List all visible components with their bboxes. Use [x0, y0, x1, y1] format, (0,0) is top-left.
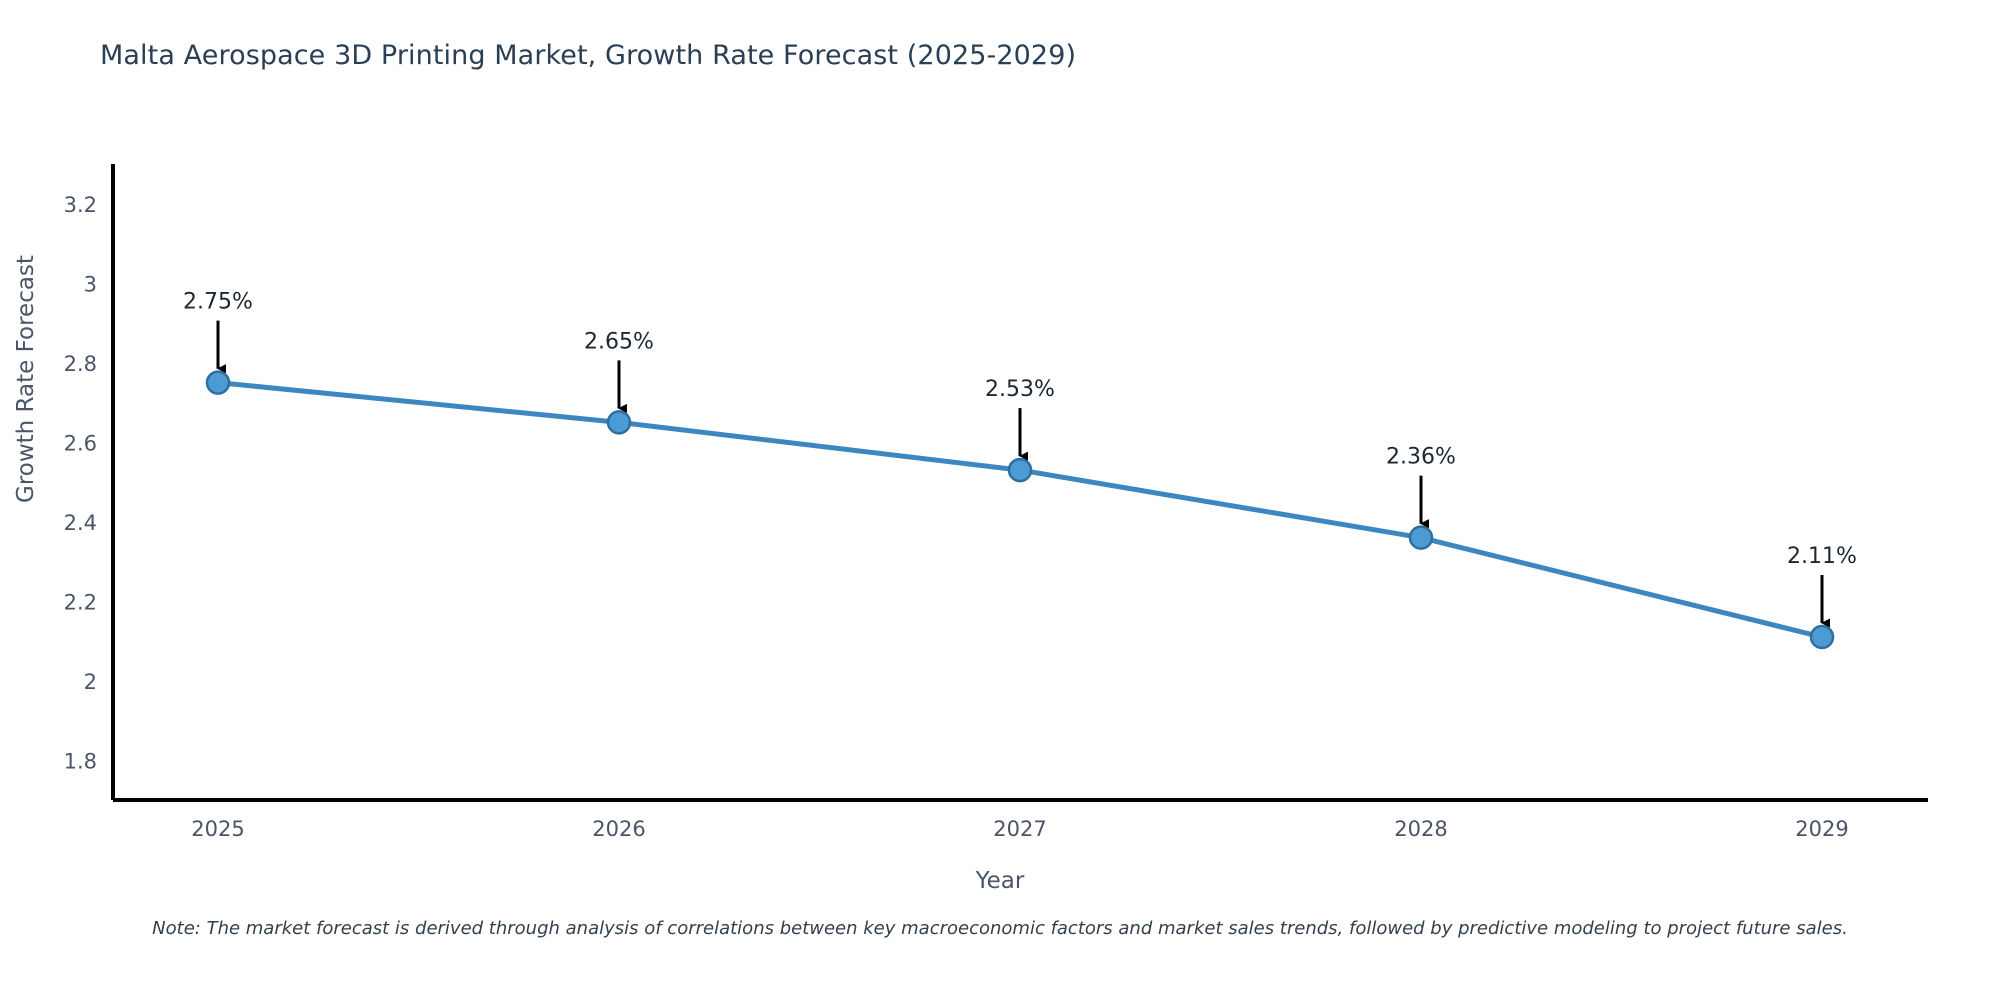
x-tick-label: 2025: [191, 817, 244, 841]
data-point-marker: [1007, 457, 1033, 483]
y-tick-label: 2.2: [64, 590, 97, 614]
data-point-value-label: 2.36%: [1386, 445, 1456, 470]
y-tick-label: 2.6: [64, 431, 97, 455]
x-tick-label: 2029: [1795, 817, 1848, 841]
y-tick-label: 2.8: [64, 352, 97, 376]
x-tick-label: 2028: [1394, 817, 1447, 841]
chart-title: Malta Aerospace 3D Printing Market, Grow…: [100, 40, 1077, 71]
data-point-marker: [1408, 525, 1434, 550]
data-point-marker: [205, 370, 231, 395]
value-annotations: 2.75% 2.65% 2.53% 2.36% 2.11%: [183, 290, 1857, 628]
footer-note: Note: The market forecast is derived thr…: [152, 918, 1848, 939]
y-tick-label: 2.4: [64, 511, 97, 535]
y-tick-label: 1.8: [64, 749, 97, 773]
data-point-value-label: 2.53%: [985, 377, 1055, 402]
data-point-marker: [1809, 624, 1835, 650]
data-point-marker: [606, 410, 632, 435]
y-axis-ticks: 3.2 3 2.8 2.6 2.4 2.2 2 1.8: [64, 193, 97, 774]
x-axis-title: Year: [975, 868, 1025, 894]
x-tick-label: 2026: [592, 817, 645, 841]
data-point-value-label: 2.11%: [1787, 544, 1857, 569]
y-tick-label: 2: [84, 670, 97, 694]
x-tick-label: 2027: [993, 817, 1046, 841]
y-tick-label: 3: [84, 272, 97, 296]
y-tick-label: 3.2: [64, 193, 97, 217]
data-point-value-label: 2.65%: [584, 329, 654, 354]
axis-spines: [111, 164, 1928, 802]
x-axis-ticks: 2025 2026 2027 2028 2029: [191, 817, 1848, 841]
data-point-value-label: 2.75%: [183, 290, 253, 315]
